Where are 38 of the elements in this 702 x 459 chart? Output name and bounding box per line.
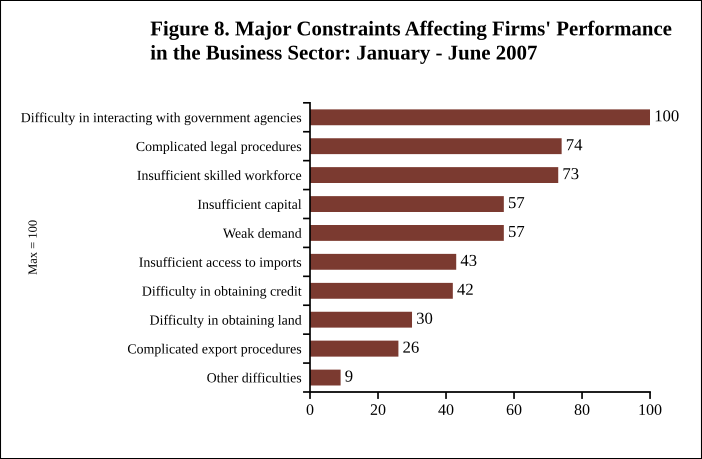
x-tick-label: 100 (639, 404, 662, 416)
bar (310, 254, 456, 270)
bar (310, 340, 398, 357)
bar (310, 196, 504, 212)
y-tick-label: Insufficient access to imports (139, 256, 302, 270)
x-tick-label: 40 (438, 404, 454, 416)
data-label: 57 (508, 197, 524, 208)
data-label: 42 (457, 284, 473, 295)
bar (310, 138, 562, 154)
bar (310, 370, 341, 386)
data-label: 74 (566, 139, 582, 150)
x-tick-label: 0 (306, 404, 314, 416)
x-tick-label: 80 (574, 404, 590, 416)
data-label: 43 (460, 254, 476, 266)
y-tick-label: Weak demand (222, 228, 302, 238)
bar (310, 167, 558, 184)
y-tick-label: Difficulty in interacting with government agencies (21, 112, 302, 126)
y-tick-label: Difficulty in obtaining land (150, 314, 302, 328)
y-tick-label: Insufficient capital (198, 199, 302, 212)
y-axis-title: Max = 100 (28, 220, 37, 275)
y-tick-label: Difficulty in obtaining credit (142, 286, 302, 299)
x-tick-label: 20 (370, 404, 386, 416)
bar (310, 224, 504, 241)
bar (310, 109, 650, 126)
x-tick-label: 60 (506, 404, 522, 416)
data-label: 73 (564, 168, 578, 180)
y-tick-label: Complicated export procedures (128, 344, 302, 356)
data-label: 57 (508, 226, 524, 238)
y-tick-label: Insufficient skilled workforce (137, 170, 302, 180)
bar (310, 282, 453, 299)
data-label: 100 (656, 110, 679, 122)
data-label: 9 (345, 370, 352, 382)
y-tick-label: Other difficulties (207, 372, 302, 382)
bar (310, 312, 412, 328)
data-label: 26 (403, 342, 419, 353)
data-label: 30 (416, 312, 432, 324)
chart-title: Figure 8. Major Constraints Affecting Firms' Performance in the Business Sector: January - June 2007 (150, 20, 672, 64)
y-tick-label: Complicated legal procedures (136, 141, 302, 154)
